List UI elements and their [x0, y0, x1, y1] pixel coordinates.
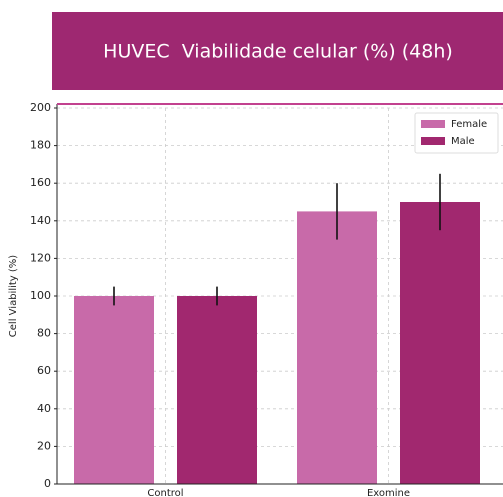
x-tick-label: Control — [147, 488, 183, 497]
y-axis-label: Cell Viability (%) — [8, 255, 19, 338]
title-banner — [52, 12, 503, 90]
y-tick-label: 160 — [30, 176, 51, 189]
chart-title: HUVEC Viabilidade celular (%) (48h) — [103, 41, 453, 63]
bar — [297, 211, 377, 484]
y-tick-label: 140 — [30, 214, 51, 227]
legend-swatch — [421, 137, 445, 145]
y-tick-label: 120 — [30, 251, 51, 264]
x-tick-label: Exomine — [367, 488, 410, 497]
legend-swatch — [421, 120, 445, 128]
y-tick-label: 60 — [37, 364, 51, 377]
y-tick-label: 180 — [30, 139, 51, 152]
y-tick-label: 80 — [37, 327, 51, 340]
y-tick-label: 100 — [30, 289, 51, 302]
bar — [74, 296, 154, 484]
y-tick-label: 40 — [37, 402, 51, 415]
legend-label: Male — [451, 136, 475, 147]
y-tick-label: 0 — [44, 477, 51, 490]
bar — [400, 202, 480, 484]
y-tick-label: 200 — [30, 101, 51, 114]
legend-label: Female — [451, 119, 487, 130]
bar — [177, 296, 257, 484]
y-tick-label: 20 — [37, 439, 51, 452]
